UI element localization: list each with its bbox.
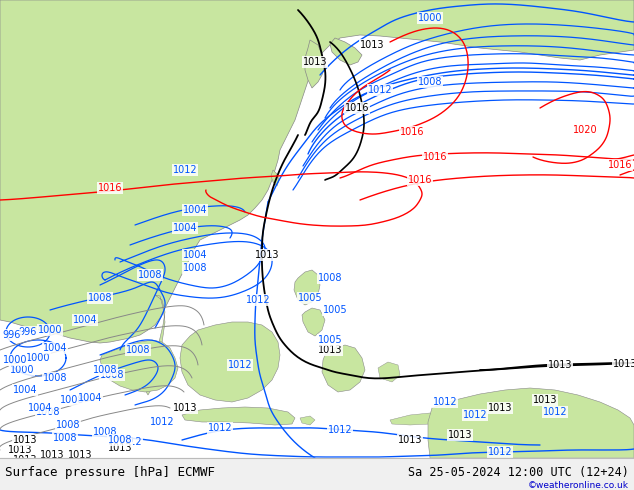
Text: 1013: 1013 (318, 345, 342, 355)
Text: 1012: 1012 (432, 397, 457, 407)
Text: 1013: 1013 (255, 250, 279, 260)
Text: 1016: 1016 (608, 160, 632, 170)
Polygon shape (305, 40, 325, 88)
Text: 1013: 1013 (548, 360, 573, 370)
Text: 1012: 1012 (543, 407, 567, 417)
Text: 1013: 1013 (13, 455, 37, 465)
Text: 1013: 1013 (87, 465, 112, 475)
Text: 1004: 1004 (183, 205, 207, 215)
Text: 1012: 1012 (228, 360, 252, 370)
Polygon shape (0, 0, 260, 265)
Polygon shape (390, 413, 440, 425)
Text: 1008: 1008 (108, 435, 133, 445)
Text: 1008: 1008 (60, 395, 84, 405)
Text: 1004: 1004 (172, 223, 197, 233)
Text: 1004: 1004 (183, 250, 207, 260)
Text: 1016: 1016 (408, 175, 432, 185)
Text: 1005: 1005 (323, 305, 347, 315)
Text: 1008: 1008 (42, 373, 67, 383)
Text: 1020: 1020 (573, 125, 597, 135)
Polygon shape (378, 362, 400, 382)
Text: 1008: 1008 (56, 420, 81, 430)
Text: 1012: 1012 (208, 423, 232, 433)
Text: 1008: 1008 (183, 263, 207, 273)
Polygon shape (100, 340, 178, 392)
Text: 1013: 1013 (8, 445, 32, 455)
Text: 1013: 1013 (30, 473, 55, 483)
Text: 996: 996 (3, 330, 21, 340)
Polygon shape (180, 322, 280, 402)
Polygon shape (0, 0, 634, 343)
Polygon shape (428, 388, 634, 458)
Text: 1000: 1000 (26, 353, 50, 363)
Text: 1005: 1005 (298, 293, 322, 303)
Text: Sa 25-05-2024 12:00 UTC (12+24): Sa 25-05-2024 12:00 UTC (12+24) (408, 466, 629, 479)
Text: 1008: 1008 (418, 77, 443, 87)
Text: 1000: 1000 (10, 365, 34, 375)
Text: 1004: 1004 (13, 385, 37, 395)
Text: 1004: 1004 (28, 403, 52, 413)
Text: 1008: 1008 (53, 433, 77, 443)
Text: 1008: 1008 (93, 427, 117, 437)
Text: 1013: 1013 (359, 40, 384, 50)
Text: 1008: 1008 (138, 270, 162, 280)
Text: 1008: 1008 (36, 407, 60, 417)
Text: 1013: 1013 (448, 430, 472, 440)
Polygon shape (330, 38, 362, 65)
Text: 1000: 1000 (418, 13, 443, 23)
Text: 1012: 1012 (118, 437, 142, 447)
Text: 1013: 1013 (533, 395, 557, 405)
Text: 1013: 1013 (3, 460, 27, 470)
Text: 1012: 1012 (488, 447, 512, 457)
Text: 1012: 1012 (463, 410, 488, 420)
Text: 1013: 1013 (303, 57, 327, 67)
Text: 1012: 1012 (150, 417, 174, 427)
Text: ©weatheronline.co.uk: ©weatheronline.co.uk (528, 481, 629, 490)
Text: 1016: 1016 (400, 127, 424, 137)
Text: 1012: 1012 (328, 425, 353, 435)
Text: 1013: 1013 (488, 403, 512, 413)
Text: 1013: 1013 (172, 403, 197, 413)
Text: 1012: 1012 (246, 295, 270, 305)
Polygon shape (294, 270, 320, 305)
Text: 1016: 1016 (98, 183, 122, 193)
Polygon shape (300, 416, 315, 425)
Text: 1016: 1016 (345, 103, 369, 113)
Text: 996: 996 (19, 327, 37, 337)
Text: 1004: 1004 (42, 343, 67, 353)
Text: 1016: 1016 (423, 152, 447, 162)
Text: 1008: 1008 (126, 345, 150, 355)
Text: 1013: 1013 (398, 435, 422, 445)
Text: 1004: 1004 (73, 315, 97, 325)
Text: 1013: 1013 (68, 450, 93, 460)
Text: 1008: 1008 (318, 273, 342, 283)
Polygon shape (182, 407, 295, 425)
Bar (0, 458, 634, 490)
Text: 1012: 1012 (172, 165, 197, 175)
Text: 1004: 1004 (78, 393, 102, 403)
Polygon shape (271, 170, 279, 186)
Text: 1000: 1000 (38, 325, 62, 335)
Text: Surface pressure [hPa] ECMWF: Surface pressure [hPa] ECMWF (5, 466, 215, 479)
Text: 1013: 1013 (108, 443, 133, 453)
Polygon shape (322, 345, 365, 392)
Text: 1013: 1013 (13, 435, 37, 445)
Text: 1000: 1000 (3, 355, 27, 365)
Polygon shape (302, 308, 325, 336)
Text: 1008: 1008 (93, 365, 117, 375)
Text: 1008: 1008 (100, 370, 124, 380)
Text: 1013: 1013 (40, 450, 64, 460)
Text: 1012: 1012 (368, 85, 392, 95)
Polygon shape (145, 295, 165, 395)
Text: 1008: 1008 (87, 293, 112, 303)
Text: 1005: 1005 (318, 335, 342, 345)
Text: 1013: 1013 (612, 359, 634, 369)
